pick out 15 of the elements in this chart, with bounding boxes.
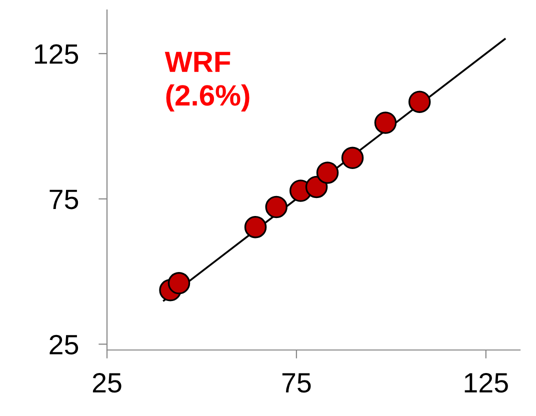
point <box>168 272 190 294</box>
point <box>305 176 328 198</box>
point <box>374 112 397 134</box>
point <box>244 216 267 238</box>
y-tick-label: 125 <box>35 44 78 64</box>
x-tick-label: 75 <box>282 373 311 393</box>
y-tick-label: 75 <box>50 190 78 210</box>
point <box>341 146 364 170</box>
x-tick-label: 125 <box>464 372 508 393</box>
point <box>408 90 431 113</box>
x-tick-label: 25 <box>92 372 122 393</box>
y-tick-label: 25 <box>50 334 78 355</box>
annotation: WRF (2.6%) <box>164 52 250 112</box>
point <box>265 196 288 218</box>
point <box>316 162 339 184</box>
